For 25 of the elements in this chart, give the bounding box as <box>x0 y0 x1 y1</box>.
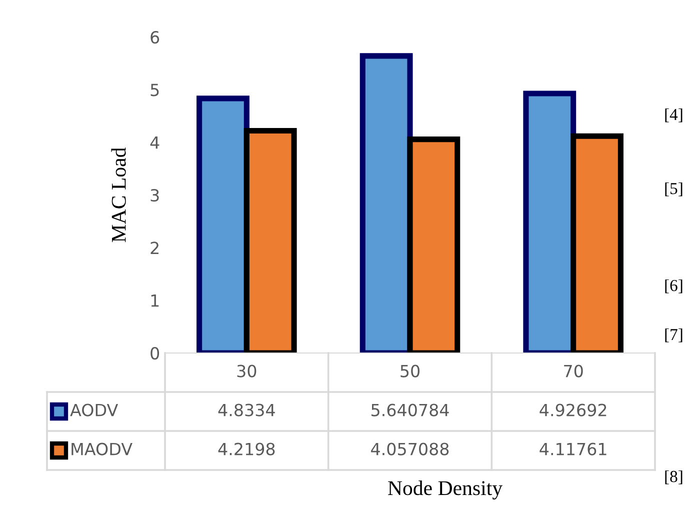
y-axis-title: MAC Load <box>111 148 126 242</box>
x-tick-label: 70 <box>564 364 583 378</box>
y-tick-label: 5 <box>150 84 159 96</box>
data-label: 4.8334 <box>218 404 275 416</box>
x-tick-label: 50 <box>400 364 420 378</box>
y-tick-label: 1 <box>151 294 159 307</box>
text: [6] <box>665 279 682 294</box>
data-label: 5.640784 <box>372 404 449 416</box>
data-label: 4.11761 <box>540 442 606 456</box>
text: [5] <box>665 182 682 196</box>
y-tick-label: 3 <box>150 188 159 202</box>
data-label: 4.92692 <box>540 404 606 416</box>
x-axis-title: Node Density <box>388 480 502 500</box>
legend-label: AODV <box>70 404 118 416</box>
data-label: 4.057088 <box>371 442 449 456</box>
y-tick-label: 6 <box>150 30 160 44</box>
text: [4] <box>665 108 682 122</box>
text: [8] <box>665 470 682 484</box>
y-tick-label: 0 <box>150 346 160 360</box>
y-tick-label: 4 <box>150 136 160 149</box>
y-tick-label: 2 <box>150 242 158 254</box>
x-tick-label: 30 <box>237 364 256 378</box>
text: [7] <box>665 328 682 342</box>
data-label: 4.2198 <box>218 442 275 456</box>
legend-label: MAODV <box>72 442 132 456</box>
